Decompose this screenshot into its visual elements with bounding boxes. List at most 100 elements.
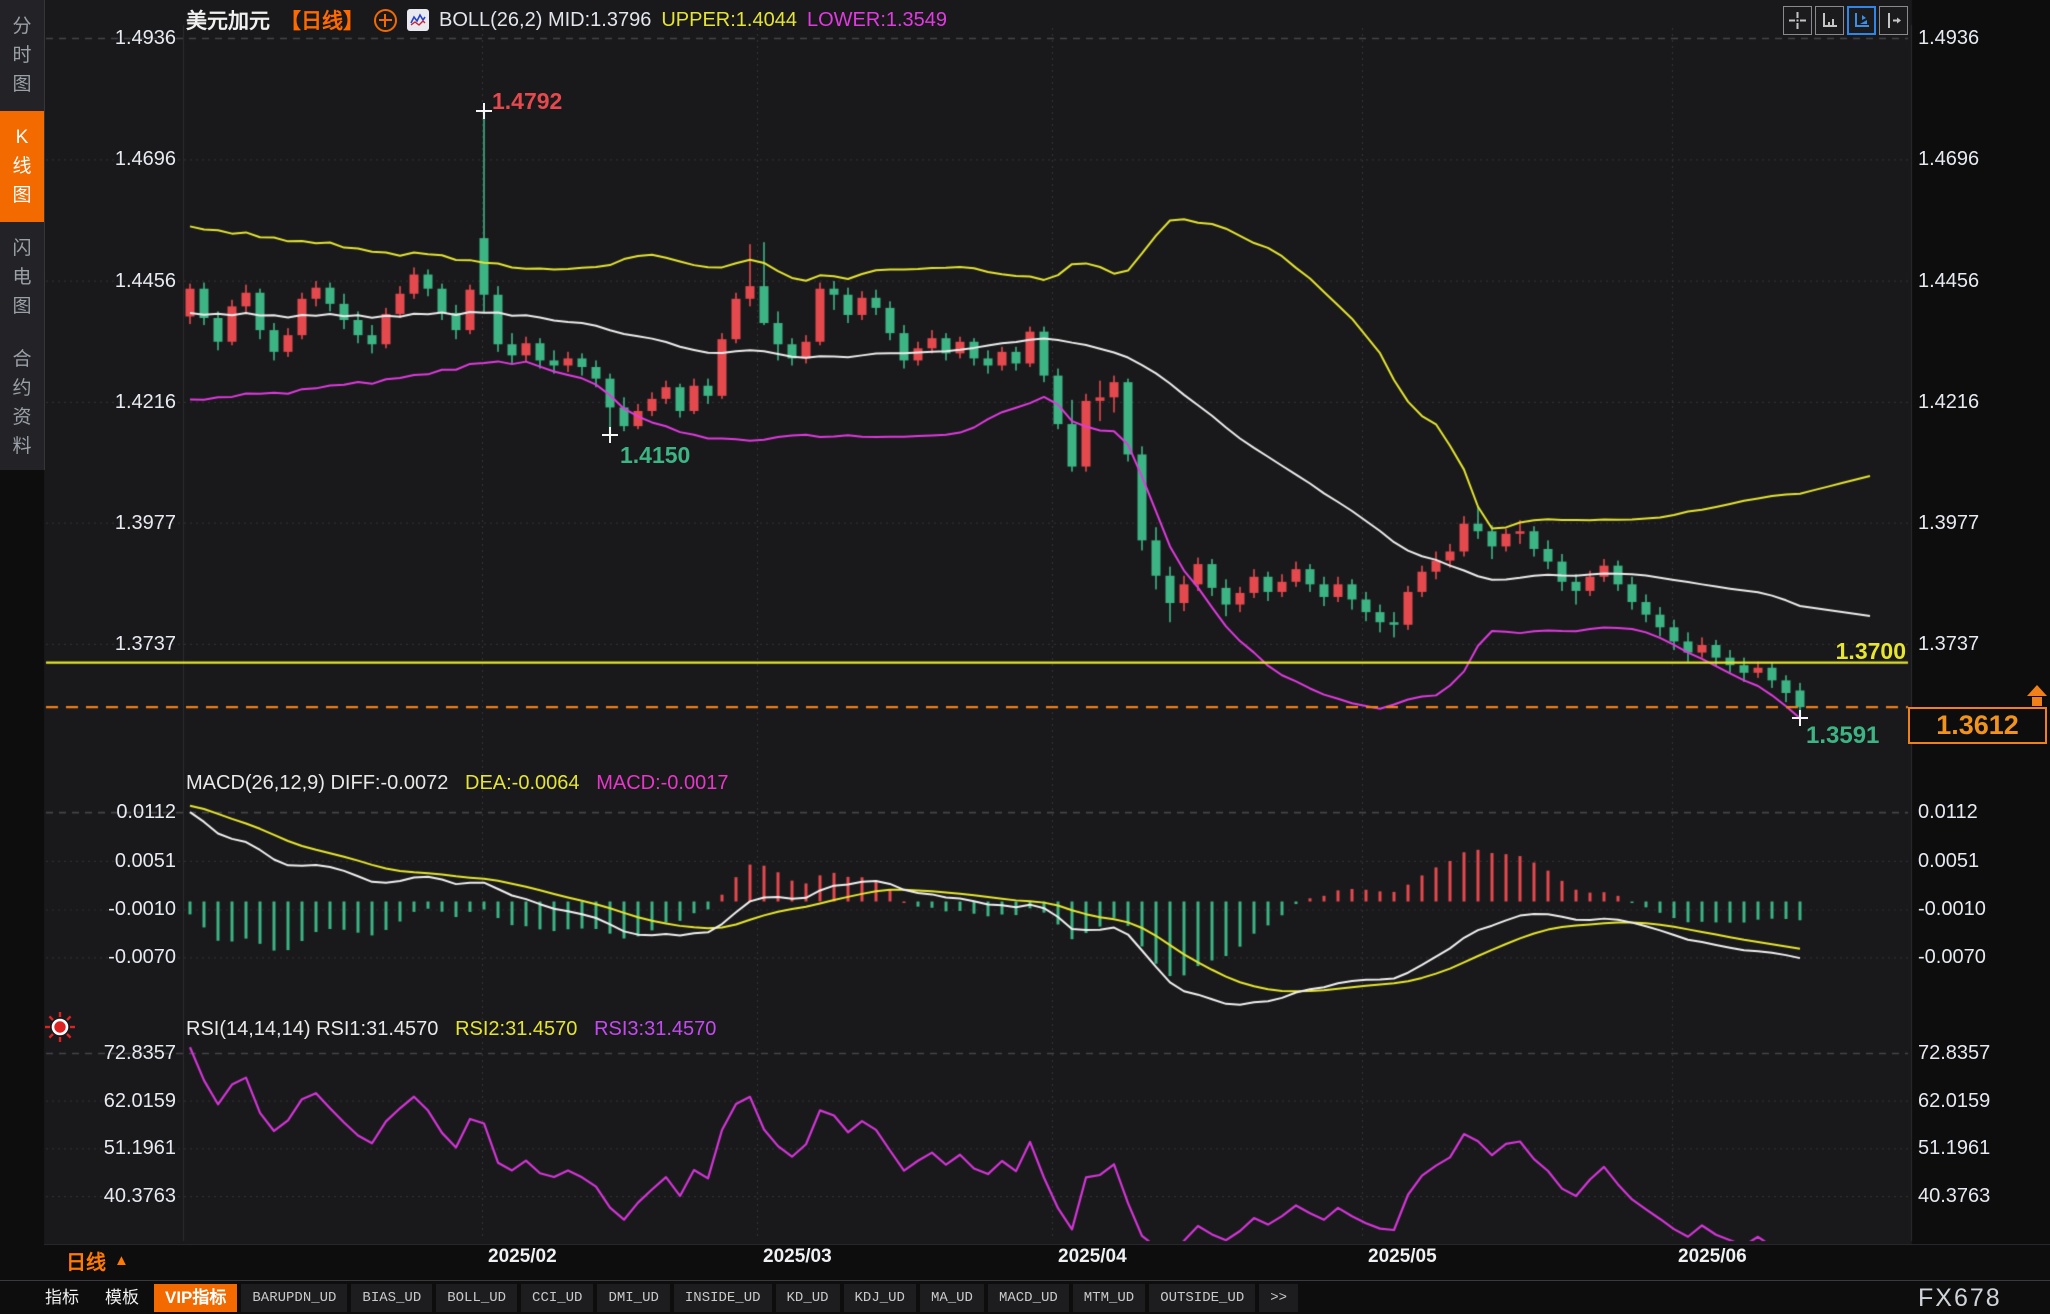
- tab-bias-ud[interactable]: BIAS_UD: [351, 1284, 433, 1312]
- last-price-box: 1.3612: [1908, 707, 2047, 744]
- tab-mtm-ud[interactable]: MTM_UD: [1072, 1284, 1146, 1312]
- chart-style-icon[interactable]: [407, 9, 429, 31]
- tab-boll-ud[interactable]: BOLL_UD: [436, 1284, 518, 1312]
- tab-vip-indicators[interactable]: VIP指标: [154, 1284, 238, 1312]
- axis-tick-label: -0.0010: [1918, 898, 1986, 921]
- tab-ma-ud[interactable]: MA_UD: [919, 1284, 984, 1312]
- axis-tick-label: 1.4456: [114, 269, 176, 292]
- sidebar-item-char: 合: [12, 349, 32, 370]
- sidebar-item-char: 图: [12, 74, 32, 95]
- tab-more[interactable]: >>: [1259, 1284, 1299, 1312]
- live-indicator-icon: [45, 1012, 75, 1042]
- axis-tick-label: 1.3737: [114, 632, 176, 655]
- period-selector-label: 日线: [66, 1252, 106, 1274]
- sidebar-item-char: 图: [12, 296, 32, 317]
- watermark: FX678: [1918, 1284, 2002, 1312]
- sidebar-item-char: 电: [12, 267, 32, 288]
- axis-tick-label: 72.8357: [1918, 1042, 1991, 1064]
- x-axis-label: 2025/04: [1058, 1246, 1127, 1267]
- rsi-header: RSI(14,14,14) RSI1:31.4570 RSI2:31.4570 …: [186, 1018, 716, 1041]
- axis-tick-label: 40.3763: [103, 1185, 176, 1208]
- axis-tick-label: 0.0112: [1918, 801, 1978, 824]
- tab-macd-ud[interactable]: MACD_UD: [987, 1284, 1069, 1312]
- x-axis-label: 2025/02: [488, 1246, 557, 1267]
- latest-low-extreme-marker: [1792, 709, 1808, 726]
- axis-tick-label: -0.0010: [108, 898, 176, 921]
- sidebar-item-char: 分: [12, 16, 32, 37]
- sidebar-item-char: 时: [12, 45, 32, 66]
- add-indicator-icon[interactable]: [374, 8, 397, 32]
- axis-tick-label: 62.0159: [1918, 1089, 1991, 1112]
- sidebar-item-char: 线: [12, 156, 32, 177]
- macd-header: MACD(26,12,9) DIFF:-0.0072 DEA:-0.0064 M…: [186, 772, 728, 795]
- tab-kdj-ud[interactable]: KDJ_UD: [843, 1284, 916, 1312]
- tabbar-separator: [0, 1280, 2050, 1281]
- sidebar-item-char: 资: [12, 407, 32, 428]
- sidebar-item-contract-info[interactable]: 合约资料: [0, 333, 44, 473]
- boll-lower-label: LOWER:1.3549: [806, 8, 948, 31]
- axis-tick-label: 1.4696: [114, 148, 176, 171]
- axis-tick-label: 1.3977: [114, 511, 176, 534]
- sidebar-item-flash-chart[interactable]: 闪电图: [0, 222, 44, 333]
- axis-tick-label: 72.8357: [103, 1042, 176, 1064]
- axis-scale-icon[interactable]: [1815, 6, 1844, 35]
- axis-tick-label: -0.0070: [1918, 946, 1986, 969]
- axis-tick-label: 62.0159: [103, 1089, 176, 1112]
- axis-tick-label: 0.0051: [1918, 849, 1980, 872]
- axis-tick-label: 0.0051: [114, 849, 176, 872]
- rsi2-label: RSI2:31.4570: [455, 1018, 578, 1040]
- sidebar-item-char: 闪: [12, 238, 32, 259]
- axis-tick-label: 1.4456: [1918, 269, 1980, 292]
- sidebar-item-char: 图: [12, 185, 32, 206]
- tab-inside-ud[interactable]: INSIDE_UD: [673, 1284, 772, 1312]
- period-title: 【日线】: [280, 10, 364, 33]
- axis-shift-icon[interactable]: [1879, 6, 1908, 35]
- high-price-tag: 1.4792: [492, 88, 563, 114]
- rsi-title: RSI(14,14,14) RSI1:31.4570: [186, 1018, 439, 1040]
- dropdown-arrow-icon: ▲: [114, 1252, 129, 1269]
- sidebar-item-char: 料: [12, 436, 32, 457]
- chart-toolbar: [1783, 6, 1908, 35]
- sidebar-item-minute-chart[interactable]: 分时图: [0, 0, 44, 111]
- axis-tick-label: 51.1961: [1918, 1137, 1991, 1160]
- axis-tick-label: 51.1961: [103, 1137, 176, 1160]
- axis-tick-label: 1.4216: [114, 390, 176, 413]
- low-extreme-marker: [602, 427, 618, 444]
- crosshair-icon[interactable]: [1783, 6, 1812, 35]
- tab-dmi-ud[interactable]: DMI_UD: [597, 1284, 670, 1312]
- high-extreme-marker: [476, 102, 492, 119]
- axis-tick-label: 1.4696: [1918, 148, 1980, 171]
- tab-barupdn-ud[interactable]: BARUPDN_UD: [241, 1284, 348, 1312]
- tab-cci-ud[interactable]: CCI_UD: [521, 1284, 594, 1312]
- macd-title: MACD(26,12,9) DIFF:-0.0072: [186, 772, 449, 794]
- tab-outside-ud[interactable]: OUTSIDE_UD: [1149, 1284, 1256, 1312]
- price-arrow-icon: [2027, 685, 2047, 706]
- macd-value-label: MACD:-0.0017: [596, 772, 729, 794]
- x-axis-label: 2025/03: [763, 1246, 832, 1267]
- axis-tick-label: 40.3763: [1918, 1185, 1991, 1208]
- boll-upper-label: UPPER:1.4044: [661, 8, 797, 31]
- tab-templates[interactable]: 模板: [105, 1288, 139, 1307]
- rsi3-label: RSI3:31.4570: [594, 1018, 717, 1040]
- support-line-price-tag: 1.3700: [1835, 638, 1906, 664]
- axis-play-icon[interactable]: [1847, 6, 1876, 35]
- x-axis-label: 2025/06: [1678, 1246, 1747, 1267]
- axis-tick-label: 0.0112: [116, 801, 176, 824]
- boll-mid-label: BOLL(26,2) MID:1.3796: [439, 8, 652, 31]
- latest-low-price-tag: 1.3591: [1806, 722, 1880, 749]
- macd-dea-label: DEA:-0.0064: [465, 772, 580, 794]
- indicator-tab-bar: 指标 模板 VIP指标 BARUPDN_UD BIAS_UD BOLL_UD CCI_UD D…: [34, 1283, 1299, 1313]
- period-selector[interactable]: 日线 ▲: [66, 1246, 129, 1275]
- axis-tick-label: 1.4936: [1918, 27, 1980, 49]
- axis-tick-label: 1.4216: [1918, 390, 1980, 413]
- tab-kd-ud[interactable]: KD_UD: [775, 1284, 840, 1312]
- chart-header: 美元加元 【日线】 BOLL(26,2) MID:1.3796 UPPER:1.…: [186, 5, 947, 35]
- symbol-title: 美元加元: [186, 10, 270, 33]
- axis-tick-label: 1.4936: [114, 27, 176, 49]
- tab-indicators[interactable]: 指标: [45, 1288, 79, 1307]
- x-axis-label: 2025/05: [1368, 1246, 1437, 1267]
